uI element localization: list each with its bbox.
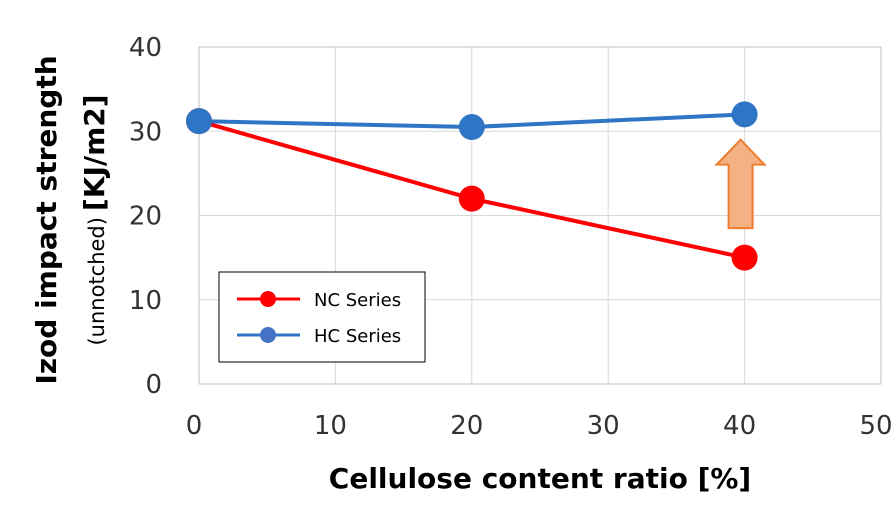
x-tick-label: 40 (723, 411, 756, 441)
legend-nc-marker (260, 291, 276, 307)
legend-hc-marker (260, 327, 276, 343)
y-tick-label: 10 (129, 286, 162, 316)
legend-box (218, 271, 426, 363)
x-axis-label: Cellulose content ratio [%] (329, 462, 751, 495)
legend-nc-label: NC Series (314, 290, 401, 311)
annotations (714, 138, 767, 230)
svg-text:(unnotched)[KJ/m2]: (unnotched) [KJ/m2] (78, 94, 111, 345)
legend-hc-label: HC Series (314, 326, 401, 347)
up-arrow-annotation (714, 138, 767, 230)
y-tick-labels: 0 10 20 30 40 (129, 33, 162, 400)
x-tick-label: 10 (314, 411, 347, 441)
legend: NC Series HC Series (218, 271, 426, 363)
data-point-1-0 (186, 108, 212, 135)
y-tick-label: 30 (129, 117, 162, 147)
data-point-0-2 (731, 244, 758, 271)
y-axis-sublabel: (unnotched) [KJ/m2] (78, 94, 111, 345)
plot-area (198, 46, 882, 385)
y-tick-label: 20 (129, 202, 162, 232)
data-point-1-2 (731, 101, 758, 128)
y-tick-label: 40 (129, 33, 162, 63)
svg-text:Izod impact strength: Izod impact strength (30, 55, 63, 384)
data-point-0-1 (458, 185, 485, 212)
series-points (186, 101, 758, 271)
y-tick-label: 0 (145, 370, 162, 400)
y-axis-label: Izod impact strength (30, 55, 63, 384)
x-tick-label: 30 (587, 411, 620, 441)
x-tick-label: 50 (859, 411, 892, 441)
y-axis-label-unit: [KJ/m2] (78, 94, 111, 211)
x-tick-label: 20 (450, 411, 483, 441)
y-axis-label-main: Izod impact strength (30, 55, 63, 384)
x-tick-labels: 0 10 20 30 40 50 (186, 411, 893, 441)
data-point-1-1 (458, 114, 485, 141)
x-tick-label: 0 (186, 411, 203, 441)
y-axis-label-sub: (unnotched) (85, 217, 109, 346)
